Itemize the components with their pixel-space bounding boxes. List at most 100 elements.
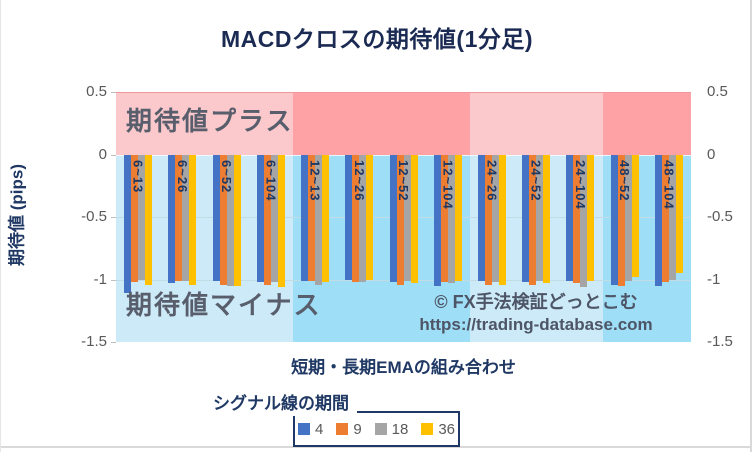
legend-item-label: 18	[391, 420, 409, 438]
y-tick-label-left: -1	[93, 270, 107, 288]
bar-series-18	[536, 154, 544, 281]
y-tick-label-right: -1.5	[707, 333, 733, 350]
bar-series-4	[433, 154, 441, 286]
bar-cluster	[293, 154, 337, 285]
y-tick-mark	[111, 154, 116, 156]
bar-series-4	[124, 154, 132, 294]
legend: 4 9 18 36	[293, 411, 460, 447]
bar-group: 24~26	[470, 92, 514, 342]
bar-series-9	[529, 154, 537, 285]
bar-cluster	[426, 154, 470, 286]
bar-series-36	[277, 154, 285, 287]
y-tick-mark	[111, 279, 116, 281]
bar-series-4	[345, 154, 353, 280]
bar-group: 24~52	[514, 92, 558, 342]
bar-group: 12~13	[293, 92, 337, 342]
plus-zone-band	[469, 92, 603, 155]
category-label: 6~13	[130, 159, 146, 193]
plus-zone-band	[602, 92, 691, 155]
bar-series-4	[212, 154, 220, 281]
bar-series-4	[168, 154, 176, 284]
bar-series-4	[522, 154, 530, 282]
bar-group: 6~13	[116, 92, 160, 342]
y-tick-label-left: 0.5	[86, 83, 107, 100]
bar-group: 12~104	[426, 92, 470, 342]
bar-series-18	[359, 154, 367, 282]
bar-series-36	[233, 154, 241, 286]
legend-title: シグナル線の期間	[213, 389, 357, 416]
watermark: © FX手法検証どっとこむ https://trading-database.co…	[371, 291, 701, 335]
y-tick-mark	[111, 217, 116, 218]
bar-group: 12~26	[337, 92, 381, 342]
legend-item-4: 4	[297, 420, 324, 438]
legend-item-label: 4	[314, 420, 324, 438]
bar-series-36	[366, 154, 374, 280]
bar-series-18	[580, 154, 588, 287]
bar-series-9	[617, 154, 625, 286]
category-label: 12~13	[307, 159, 323, 202]
bar-series-36	[498, 154, 506, 285]
y-tick-mark	[111, 342, 116, 343]
bar-cluster	[116, 154, 160, 294]
bar-series-9	[396, 154, 404, 285]
category-label: 24~104	[572, 159, 588, 210]
bar-series-18	[226, 154, 234, 286]
bar-series-36	[543, 154, 551, 284]
y-tick-label-right: 0	[707, 145, 716, 163]
plus-zone-label: 期待値プラス	[126, 106, 294, 136]
bar-series-36	[189, 154, 197, 285]
bar-series-18	[182, 154, 190, 281]
bar-cluster	[160, 154, 204, 285]
legend-swatch-icon	[421, 423, 434, 435]
bar-cluster	[204, 154, 248, 286]
bar-series-18	[668, 154, 676, 280]
bar-series-9	[308, 154, 316, 281]
bar-cluster	[647, 154, 691, 286]
bar-series-18	[270, 154, 278, 282]
y-tick-label-right: -1	[707, 270, 721, 288]
y-tick-mark	[111, 92, 116, 93]
category-label: 24~52	[528, 159, 544, 202]
plus-zone-band	[292, 92, 470, 155]
legend-swatch-icon	[336, 423, 349, 435]
watermark-line1: © FX手法検証どっとこむ	[434, 292, 638, 312]
bar-series-4	[256, 154, 264, 282]
y-tick-label-left: -0.5	[81, 208, 107, 225]
bar-group: 6~104	[249, 92, 293, 342]
bar-group: 6~52	[204, 92, 248, 342]
bar-series-9	[440, 154, 448, 282]
bar-series-4	[477, 154, 485, 281]
category-label: 12~104	[440, 159, 456, 210]
bar-group: 6~26	[160, 92, 204, 342]
x-axis-title: 短期・長期EMAの組み合わせ	[291, 358, 516, 377]
gridline-top	[116, 92, 691, 93]
plot-area: 6~13 6~26 6~52 6~104 12~13 12~26 12~52 12~104 24…	[116, 92, 691, 342]
y-tick-label-left: 0	[98, 145, 107, 163]
bar-series-18	[624, 154, 632, 281]
bar-series-9	[175, 154, 183, 281]
bar-series-36	[631, 154, 639, 277]
bar-group: 48~52	[603, 92, 647, 342]
bar-cluster	[558, 154, 602, 287]
bar-series-36	[587, 154, 595, 281]
minus-zone-label: 期待値マイナス	[126, 290, 322, 320]
bar-cluster	[381, 154, 425, 285]
bar-group: 48~104	[647, 92, 691, 342]
bar-series-9	[263, 154, 271, 285]
plus-zone-band	[116, 92, 293, 155]
legend-swatch-icon	[297, 423, 310, 435]
bar-series-9	[219, 154, 227, 285]
bar-cluster	[470, 154, 514, 285]
bar-cluster	[249, 154, 293, 287]
bar-series-4	[610, 154, 618, 285]
bar-cluster	[337, 154, 381, 282]
bar-series-4	[389, 154, 397, 282]
bar-cluster	[603, 154, 647, 286]
watermark-line2: https://trading-database.com	[419, 314, 653, 334]
bar-series-36	[675, 154, 683, 274]
chart-title: MACDクロスの期待値(1分足)	[220, 26, 534, 52]
bar-series-18	[447, 154, 455, 284]
category-label: 6~104	[263, 159, 279, 202]
category-label: 6~52	[219, 159, 235, 193]
